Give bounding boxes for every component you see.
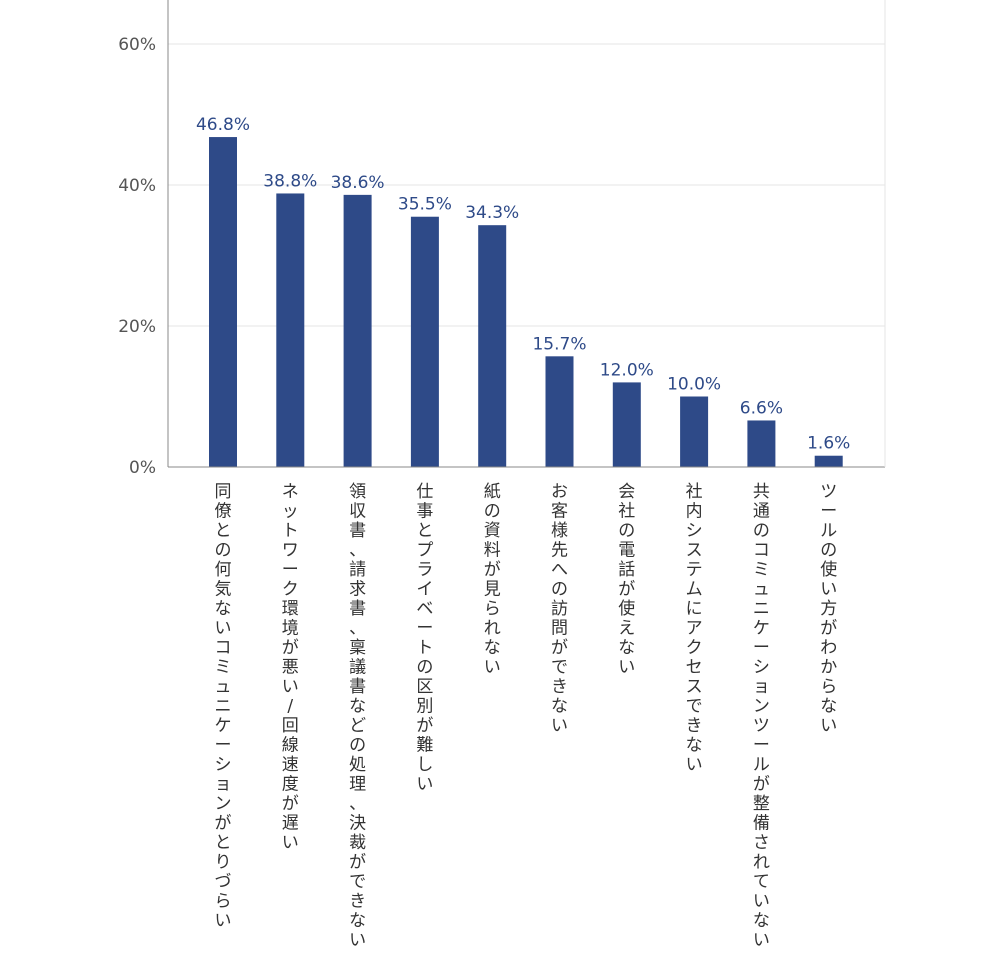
bar — [478, 225, 507, 467]
bar — [209, 137, 237, 467]
bar-value-label: 38.6% — [331, 173, 385, 193]
bar-value-label: 35.5% — [398, 195, 452, 215]
bar-value-label: 34.3% — [465, 203, 519, 223]
bar-value-label: 38.8% — [263, 171, 317, 191]
bars — [209, 137, 843, 467]
bar — [343, 194, 372, 467]
bar — [545, 356, 574, 467]
bar — [814, 455, 843, 467]
bar-value-label: 6.6% — [740, 398, 783, 418]
y-axis-ticks: 0% 20% 40% 60% — [118, 35, 156, 478]
bar — [276, 193, 305, 467]
bar — [680, 396, 709, 467]
bar-value-label: 1.6% — [807, 434, 850, 454]
category-label: 会社の電話が使えない — [618, 482, 635, 678]
axes — [167, 0, 886, 468]
category-label: お客様先への訪問ができない — [551, 482, 568, 736]
category-label: 共通のコミュニケーションツールが整備されていない — [753, 482, 770, 951]
category-labels: 同僚との何気ないコミュニケーションがとりづらい ネットワーク環境が悪い/回線速度が… — [215, 482, 838, 951]
category-label: 領収書、請求書、稟議書などの処理、決裁ができない — [349, 482, 366, 951]
bar — [410, 216, 439, 467]
category-label: 紙の資料が見られない — [484, 482, 501, 678]
y-tick-label: 60% — [118, 35, 156, 55]
bar-value-label: 12.0% — [600, 360, 654, 380]
bar-value-label: 10.0% — [667, 375, 721, 395]
y-tick-label: 0% — [129, 458, 156, 478]
category-label: ツールの使い方がわからない — [820, 482, 837, 736]
y-tick-label: 20% — [118, 317, 156, 337]
bar — [747, 420, 776, 467]
category-label: ネットワーク環境が悪い/回線速度が遅い — [282, 482, 299, 853]
category-label: 仕事とプライベートの区別が難しい — [416, 482, 433, 795]
y-tick-label: 40% — [118, 176, 156, 196]
category-label: 社内システムにアクセスできない — [686, 482, 703, 775]
bar-value-label: 15.7% — [532, 334, 586, 354]
bar-value-label: 46.8% — [196, 115, 250, 135]
value-labels: 46.8% 38.8% 38.6% 35.5% 34.3% 15.7% 12.0% 10.0%… — [196, 115, 850, 454]
bar — [612, 382, 641, 467]
category-label: 同僚との何気ないコミュニケーションがとりづらい — [215, 482, 232, 931]
